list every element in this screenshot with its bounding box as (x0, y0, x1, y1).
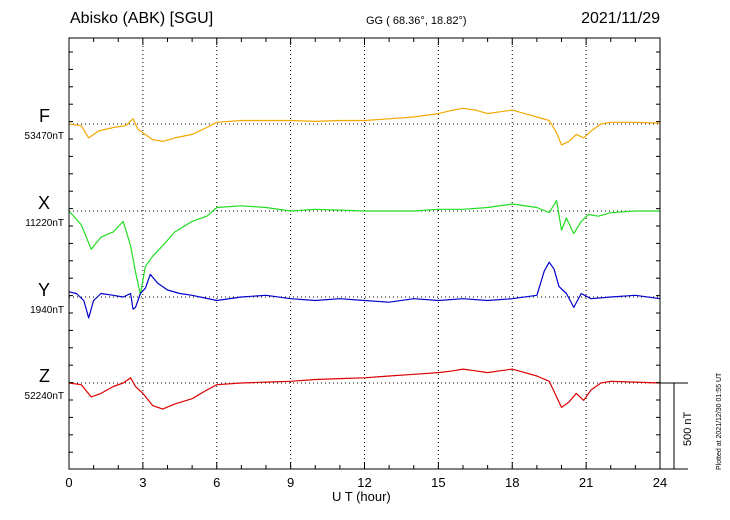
x-tick-label: 3 (139, 475, 146, 490)
component-baseline-y: 1940nT (30, 305, 64, 316)
component-baseline-x: 11220nT (25, 218, 64, 229)
geographic-coordinates: GG ( 68.36°, 18.82°) (366, 15, 467, 27)
x-tick-label: 18 (505, 475, 519, 490)
component-label-z: Z (39, 366, 50, 386)
series-line-x (68, 200, 660, 296)
axis-ticks: 0 3 6 9 12 15 18 21 24 (65, 38, 667, 490)
x-tick-label: 6 (213, 475, 220, 490)
grid-lines (69, 38, 660, 469)
station-title: Abisko (ABK) [SGU] (70, 10, 214, 27)
component-label-f: F (39, 106, 50, 126)
component-label-x: X (37, 193, 50, 213)
scale-bar-label: 500 nT (682, 411, 694, 446)
series-line-z (68, 368, 661, 410)
x-tick-label: 0 (65, 475, 72, 490)
series-lines (68, 107, 661, 410)
component-baseline-z: 52240nT (24, 391, 64, 402)
component-label-y: Y (37, 280, 50, 300)
x-axis-label: U T (hour) (332, 489, 391, 504)
x-tick-label: 24 (653, 475, 667, 490)
plot-date: 2021/11/29 (581, 10, 660, 27)
x-tick-label: 21 (579, 475, 593, 490)
series-line-f (68, 107, 661, 146)
component-baseline-f: 53470nT (24, 131, 64, 142)
x-tick-label: 12 (357, 475, 371, 490)
x-tick-label: 9 (287, 475, 294, 490)
scale-bar (660, 382, 688, 470)
x-tick-label: 15 (431, 475, 445, 490)
series-line-y (68, 261, 661, 319)
plotted-timestamp: Plotted at 2021/12/30 01:55 UT (716, 372, 723, 470)
